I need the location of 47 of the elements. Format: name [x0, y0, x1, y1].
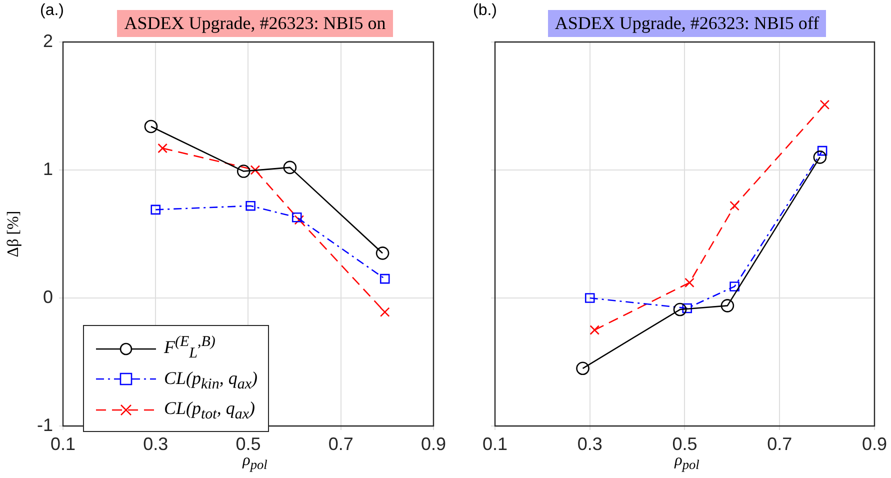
point	[236, 164, 250, 178]
point	[590, 325, 600, 335]
point	[144, 120, 158, 134]
point	[294, 215, 304, 225]
point	[584, 293, 595, 303]
point	[250, 165, 260, 175]
x-tick-label: 0.9	[862, 434, 888, 454]
y-tick-label: -1	[36, 414, 53, 435]
x-tick-label: 0.5	[672, 434, 698, 454]
y-tick-label: 1	[42, 158, 53, 179]
point	[380, 274, 390, 284]
point	[380, 307, 390, 317]
point	[817, 146, 828, 156]
x-tick-label: 0.1	[50, 434, 76, 454]
text: (a.)	[40, 2, 64, 20]
point	[813, 150, 827, 164]
point	[158, 143, 168, 154]
legend-label: CL(p$_{kin}$, q$_{ax}$)	[164, 368, 258, 392]
point	[576, 362, 590, 376]
point	[376, 246, 390, 260]
point	[730, 282, 740, 292]
point	[684, 278, 694, 288]
chart-title: ASDEX Upgrade, #26323: NBI5 off	[548, 10, 826, 37]
point	[150, 204, 161, 215]
point	[292, 212, 302, 222]
x-tick-label: 0.1	[482, 434, 508, 454]
point	[720, 299, 734, 312]
x-tick-label: 0.7	[767, 434, 792, 454]
text: (b.)	[473, 2, 497, 20]
x-axis-title: ρ$_{pol}$	[241, 452, 268, 474]
x-axis-title: ρ$_{pol}$	[673, 452, 700, 474]
point	[682, 303, 692, 314]
legend-label: CL(p$_{tot}$, q$_{ax}$)	[164, 398, 256, 423]
y-axis-title: Δβ [%]	[5, 210, 23, 258]
y-tick-label: 0	[42, 286, 53, 307]
point	[246, 200, 256, 211]
chart-title: ASDEX Upgrade, #26323: NBI5 on	[117, 10, 393, 37]
x-tick-label: 0.9	[420, 434, 446, 454]
point	[283, 160, 297, 174]
x-tick-label: 0.3	[143, 434, 168, 454]
x-tick-label: 0.7	[328, 434, 354, 454]
point	[820, 100, 830, 110]
x-tick-label: 0.3	[577, 434, 602, 454]
point	[730, 200, 740, 211]
x-tick-label: 0.5	[236, 434, 261, 454]
point	[673, 302, 687, 316]
y-tick-label: 2	[42, 30, 53, 51]
